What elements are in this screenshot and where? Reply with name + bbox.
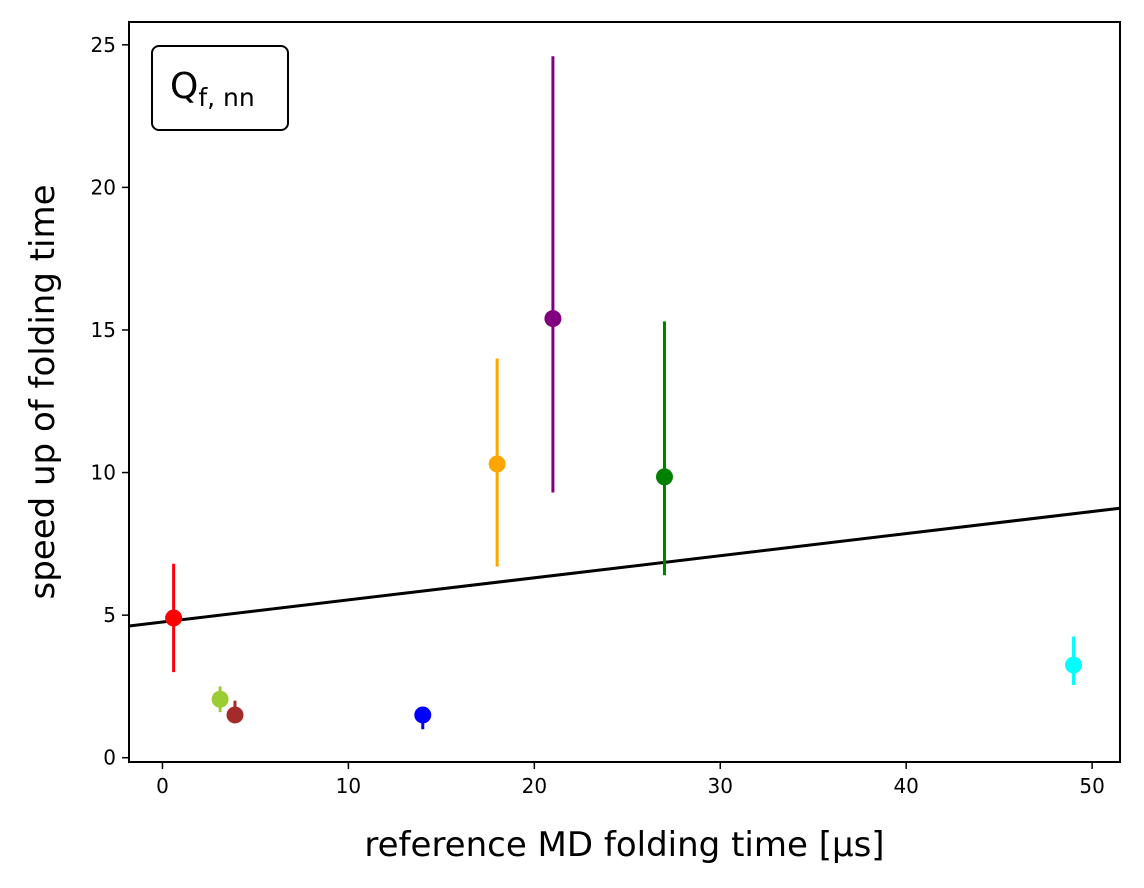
x-tick-label: 40 xyxy=(893,774,918,798)
data-marker xyxy=(488,455,506,473)
y-tick-label: 15 xyxy=(91,318,116,342)
x-axis-ticks: 0 10 20 30 40 50 xyxy=(156,762,1105,798)
y-axis-label: speed up of folding time xyxy=(23,184,63,599)
x-tick-label: 0 xyxy=(156,774,169,798)
y-tick-label: 10 xyxy=(91,461,116,485)
x-tick-label: 50 xyxy=(1079,774,1104,798)
plot-layer xyxy=(129,56,1120,730)
plot-area xyxy=(129,56,1120,730)
data-point-8 xyxy=(1065,636,1083,686)
data-point-3 xyxy=(226,700,244,724)
data-marker xyxy=(655,468,673,486)
data-marker xyxy=(211,690,229,708)
data-marker xyxy=(544,310,562,328)
data-point-5 xyxy=(488,358,506,567)
x-tick-label: 20 xyxy=(522,774,547,798)
data-point-4 xyxy=(414,706,432,730)
y-axis-ticks: 0 5 10 15 20 25 xyxy=(91,33,129,770)
y-tick-label: 5 xyxy=(103,603,116,627)
fit-line xyxy=(129,506,1120,628)
data-marker xyxy=(1065,656,1083,674)
data-point-2 xyxy=(211,686,229,713)
y-tick-label: 0 xyxy=(103,746,116,770)
x-tick-label: 30 xyxy=(708,774,733,798)
data-point-7 xyxy=(655,321,673,576)
legend-label: Qf, nn xyxy=(170,66,255,112)
legend-box: Qf, nn xyxy=(151,45,289,131)
x-axis-label: reference MD folding time [μs] xyxy=(364,825,884,865)
data-marker xyxy=(414,706,432,724)
y-tick-label: 20 xyxy=(91,175,116,199)
legend-label-main: Q xyxy=(170,66,198,107)
legend-label-subscript: f, nn xyxy=(198,83,254,112)
data-marker xyxy=(165,609,183,627)
x-tick-label: 10 xyxy=(336,774,361,798)
data-point-1 xyxy=(165,563,183,673)
data-point-6 xyxy=(544,56,562,493)
data-marker xyxy=(226,706,244,724)
plot-frame xyxy=(128,21,1121,763)
y-tick-label: 25 xyxy=(91,33,116,57)
legend-frame xyxy=(151,45,289,131)
